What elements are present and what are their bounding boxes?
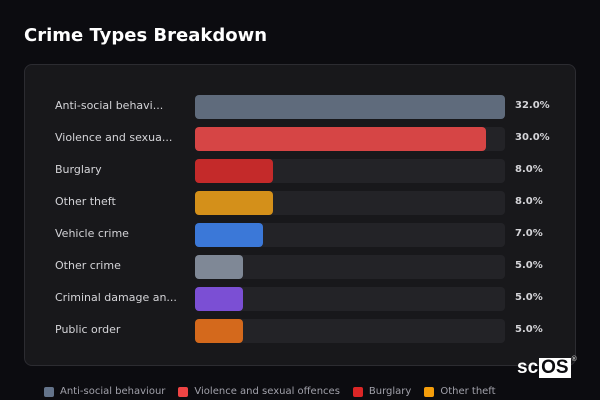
chart-legend: Anti-social behaviour Violence and sexual… — [44, 386, 509, 397]
bar-track — [195, 223, 505, 247]
logo-text-right: OS — [539, 357, 571, 378]
bar-row: Violence and sexua... 30.0% — [25, 127, 577, 151]
legend-swatch-icon — [424, 386, 435, 397]
bar-track — [195, 287, 505, 311]
bar-fill[interactable] — [195, 319, 244, 343]
logo-text-left: sc — [517, 357, 539, 378]
bar-fill[interactable] — [195, 191, 273, 215]
legend-item[interactable]: Burglary — [352, 386, 412, 397]
legend-label: Violence and sexual offences — [194, 386, 340, 397]
bar-row: Anti-social behavi... 32.0% — [25, 95, 577, 119]
bar-label: Burglary — [55, 163, 102, 176]
bar-label: Other crime — [55, 259, 121, 272]
bar-fill[interactable] — [195, 95, 505, 119]
bar-value: 7.0% — [515, 228, 543, 239]
bar-fill[interactable] — [195, 255, 244, 279]
bar-label: Other theft — [55, 195, 116, 208]
chart-card: Anti-social behavi... 32.0% Violence and s… — [24, 64, 576, 366]
bar-row: Vehicle crime 7.0% — [25, 223, 577, 247]
legend-item[interactable]: Other theft — [424, 386, 496, 397]
legend-item[interactable]: Anti-social behaviour — [44, 386, 165, 397]
bar-track — [195, 319, 505, 343]
bar-fill[interactable] — [195, 159, 273, 183]
legend-swatch-icon — [352, 386, 363, 397]
legend-label: Anti-social behaviour — [60, 386, 166, 397]
scos-logo: sc OS ® — [517, 356, 577, 378]
bar-row: Criminal damage an... 5.0% — [25, 287, 577, 311]
bar-value: 5.0% — [515, 324, 543, 335]
bar-value: 8.0% — [515, 164, 543, 175]
bar-fill[interactable] — [195, 287, 244, 311]
bar-label: Vehicle crime — [55, 227, 129, 240]
legend-swatch-icon — [178, 386, 189, 397]
bar-label: Anti-social behavi... — [55, 99, 164, 112]
legend-label: Other theft — [440, 386, 496, 397]
legend-label: Burglary — [368, 386, 412, 397]
bar-track — [195, 255, 505, 279]
registered-mark-icon: ® — [571, 356, 577, 363]
bar-track — [195, 159, 505, 183]
bar-fill[interactable] — [195, 223, 263, 247]
bar-value: 5.0% — [515, 260, 543, 271]
bar-row: Other crime 5.0% — [25, 255, 577, 279]
bar-label: Violence and sexua... — [55, 131, 173, 144]
bar-row: Burglary 8.0% — [25, 159, 577, 183]
bar-label: Criminal damage an... — [55, 291, 177, 304]
legend-item[interactable]: Violence and sexual offences — [178, 386, 340, 397]
bar-value: 5.0% — [515, 292, 543, 303]
bar-value: 8.0% — [515, 196, 543, 207]
bar-label: Public order — [55, 323, 121, 336]
page-title: Crime Types Breakdown — [24, 25, 268, 46]
bar-value: 30.0% — [515, 132, 550, 143]
bar-row: Other theft 8.0% — [25, 191, 577, 215]
bar-value: 32.0% — [515, 100, 550, 111]
legend-swatch-icon — [44, 386, 54, 397]
bar-track — [195, 127, 505, 151]
bar-track — [195, 191, 505, 215]
bar-row: Public order 5.0% — [25, 319, 577, 343]
bar-fill[interactable] — [195, 127, 486, 151]
bar-track — [195, 95, 505, 119]
